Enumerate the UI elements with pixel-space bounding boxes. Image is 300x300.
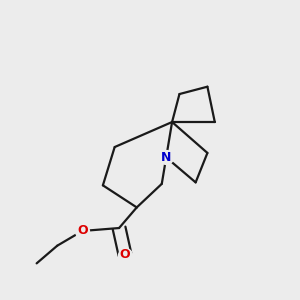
Point — [123, 252, 128, 257]
Text: N: N — [161, 151, 171, 164]
Point — [80, 229, 85, 233]
Text: O: O — [77, 224, 88, 238]
Text: O: O — [120, 248, 130, 261]
Point — [164, 155, 169, 160]
